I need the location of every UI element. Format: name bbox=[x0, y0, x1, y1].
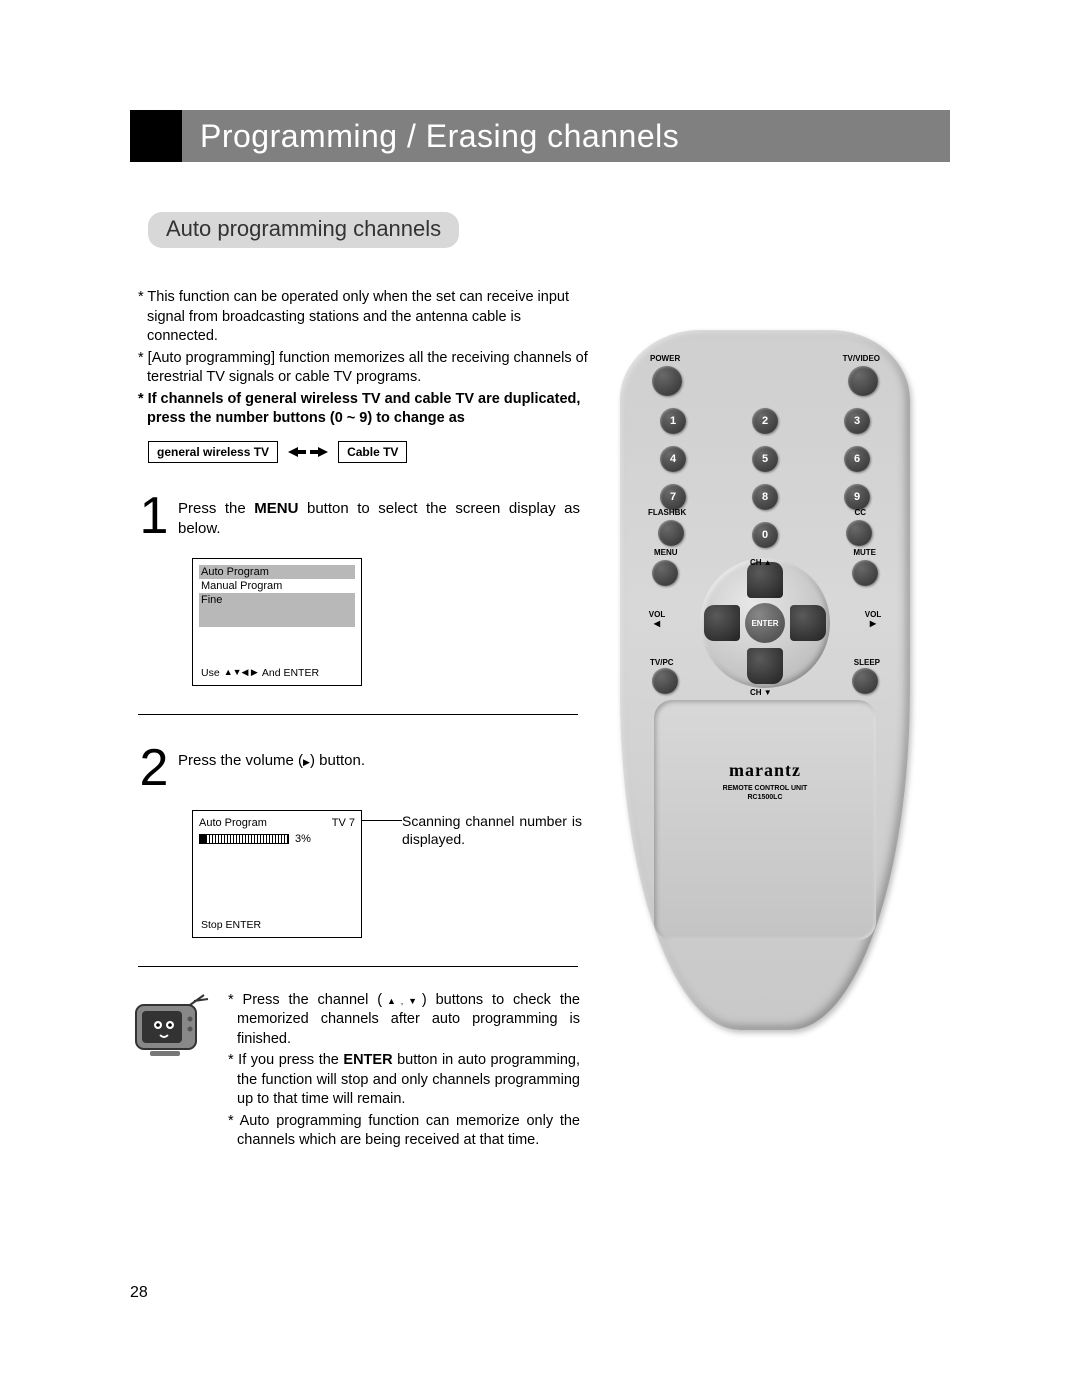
tv-box-general: general wireless TV bbox=[148, 441, 278, 463]
ch-down-button[interactable] bbox=[747, 648, 783, 684]
enter-button[interactable]: ENTER bbox=[745, 603, 785, 643]
osd1-footer-pre: Use bbox=[201, 667, 220, 679]
digit-4-button[interactable]: 4 bbox=[660, 446, 686, 472]
step1-bold: MENU bbox=[254, 500, 298, 517]
step-2-number: 2 bbox=[130, 745, 178, 792]
cc-button[interactable] bbox=[846, 520, 872, 546]
step-2: 2 Press the volume (▶) button. bbox=[130, 745, 580, 792]
step-1-number: 1 bbox=[130, 493, 178, 540]
label-tvpc: TV/PC bbox=[650, 658, 674, 667]
osd2-progress-row: 3% bbox=[199, 833, 355, 845]
digit-8-button[interactable]: 8 bbox=[752, 484, 778, 510]
page-title: Programming / Erasing channels bbox=[182, 110, 950, 162]
osd-box-1: Auto Program Manual Program Fine Use ▲▼◀… bbox=[192, 558, 362, 686]
remote-body: POWER TV/VIDEO 1 2 3 4 5 6 7 8 9 0 FLASH… bbox=[620, 330, 910, 1030]
intro-line-2: * [Auto programming] function memorizes … bbox=[138, 349, 588, 388]
brand-unit1: REMOTE CONTROL UNIT bbox=[723, 785, 808, 792]
tvvideo-button[interactable] bbox=[848, 366, 878, 396]
step2-post: ) button. bbox=[310, 752, 365, 769]
progress-pct: 3% bbox=[295, 833, 311, 845]
nav-arrows-icon: ▲▼◀ ▶ bbox=[224, 667, 258, 678]
osd1-footer: Use ▲▼◀ ▶ And ENTER bbox=[201, 667, 319, 679]
label-menu: MENU bbox=[654, 548, 678, 557]
divider-1 bbox=[138, 714, 578, 715]
label-sleep: SLEEP bbox=[854, 658, 880, 667]
label-vol-left: VOL◀ bbox=[642, 610, 672, 628]
remote-lower-panel: marantz REMOTE CONTROL UNIT RC1500LC bbox=[654, 700, 876, 940]
remote-control: POWER TV/VIDEO 1 2 3 4 5 6 7 8 9 0 FLASH… bbox=[620, 330, 910, 1030]
intro-block: * This function can be operated only whe… bbox=[138, 288, 588, 429]
step-1: 1 Press the MENU button to select the sc… bbox=[130, 493, 580, 540]
brand-subtext: REMOTE CONTROL UNIT RC1500LC bbox=[654, 784, 876, 802]
note-1: * Press the channel (▲,▼) buttons to che… bbox=[228, 991, 580, 1050]
dpad-ring: ENTER bbox=[700, 558, 830, 688]
step-2-text: Press the volume (▶) button. bbox=[178, 745, 580, 771]
brand-unit2: RC1500LC bbox=[747, 794, 782, 801]
section-subtitle: Auto programming channels bbox=[148, 212, 459, 248]
notes-text: * Press the channel (▲,▼) buttons to che… bbox=[228, 991, 580, 1154]
osd1-row3: Fine bbox=[199, 593, 355, 607]
mute-button[interactable] bbox=[852, 560, 878, 586]
label-vol-right: VOL▶ bbox=[858, 610, 888, 628]
double-arrow-icon bbox=[288, 446, 328, 458]
vol-up-button[interactable] bbox=[790, 605, 826, 641]
label-flashbk: FLASHBK bbox=[648, 508, 686, 517]
n2-bold: ENTER bbox=[343, 1052, 392, 1068]
up-down-arrows-icon: ▲,▼ bbox=[382, 996, 422, 1006]
flashbk-button[interactable] bbox=[658, 520, 684, 546]
osd1-row1: Auto Program bbox=[199, 565, 355, 579]
digit-3-button[interactable]: 3 bbox=[844, 408, 870, 434]
sleep-button[interactable] bbox=[852, 668, 878, 694]
label-ch-dn: CH ▼ bbox=[750, 688, 772, 697]
tvpc-button[interactable] bbox=[652, 668, 678, 694]
osd2-row1-right: TV 7 bbox=[332, 817, 355, 829]
digit-5-button[interactable]: 5 bbox=[752, 446, 778, 472]
digit-1-button[interactable]: 1 bbox=[660, 408, 686, 434]
brand-logo: marantz bbox=[654, 760, 876, 781]
n1-pre: * Press the channel ( bbox=[228, 992, 382, 1008]
menu-button[interactable] bbox=[652, 560, 678, 586]
page-number: 28 bbox=[130, 1284, 148, 1302]
note-2: * If you press the ENTER button in auto … bbox=[228, 1051, 580, 1110]
digit-0-button[interactable]: 0 bbox=[752, 522, 778, 548]
title-black-block bbox=[130, 110, 182, 162]
osd1-row2: Manual Program bbox=[199, 579, 355, 593]
divider-2 bbox=[138, 966, 578, 967]
digit-6-button[interactable]: 6 bbox=[844, 446, 870, 472]
callout-line bbox=[362, 820, 402, 821]
step-1-text: Press the MENU button to select the scre… bbox=[178, 493, 580, 540]
play-right-icon: ▶ bbox=[303, 757, 310, 767]
digit-7-button[interactable]: 7 bbox=[660, 484, 686, 510]
label-ch-up: CH ▲ bbox=[750, 558, 772, 567]
label-mute: MUTE bbox=[853, 548, 876, 557]
osd2-row1-left: Auto Program bbox=[199, 817, 267, 829]
osd2-footer: Stop ENTER bbox=[201, 919, 261, 931]
n2-pre: * If you press the bbox=[228, 1052, 343, 1068]
step1-pre: Press the bbox=[178, 500, 254, 517]
intro-line-3: * If channels of general wireless TV and… bbox=[138, 390, 588, 429]
vol-down-button[interactable] bbox=[704, 605, 740, 641]
tv-box-cable: Cable TV bbox=[338, 441, 407, 463]
step2-pre: Press the volume ( bbox=[178, 752, 303, 769]
osd2-row1: Auto Program TV 7 bbox=[199, 817, 355, 829]
title-bar: Programming / Erasing channels bbox=[130, 110, 950, 162]
notes-block: * Press the channel (▲,▼) buttons to che… bbox=[130, 991, 580, 1154]
osd1-gray-area: Fine bbox=[199, 593, 355, 627]
osd1-footer-post: And ENTER bbox=[262, 667, 319, 679]
progress-ticks bbox=[206, 835, 288, 843]
tv-cartoon-icon bbox=[130, 991, 210, 1061]
ch-up-button[interactable] bbox=[747, 562, 783, 598]
label-power: POWER bbox=[650, 354, 680, 363]
digit-9-button[interactable]: 9 bbox=[844, 484, 870, 510]
intro-line-1: * This function can be operated only whe… bbox=[138, 288, 588, 347]
label-cc: CC bbox=[854, 508, 866, 517]
digit-2-button[interactable]: 2 bbox=[752, 408, 778, 434]
power-button[interactable] bbox=[652, 366, 682, 396]
scan-caption: Scanning channel number is displayed. bbox=[402, 812, 582, 850]
note-3: * Auto programming function can memorize… bbox=[228, 1112, 580, 1151]
label-tvvideo: TV/VIDEO bbox=[843, 354, 880, 363]
progress-bar bbox=[199, 834, 289, 844]
osd-box-2: Auto Program TV 7 3% Stop ENTER bbox=[192, 810, 362, 938]
